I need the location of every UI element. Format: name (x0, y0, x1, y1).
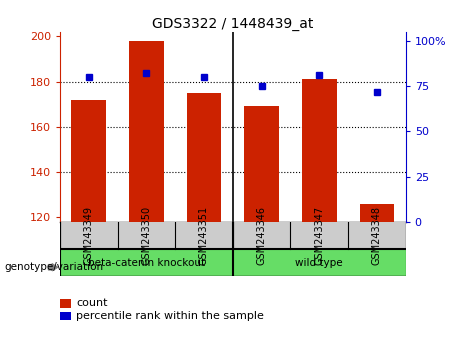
Text: GSM243348: GSM243348 (372, 206, 382, 265)
Text: GSM243349: GSM243349 (84, 206, 94, 265)
Bar (60, 249, 406, 276)
Bar (302, 79, 337, 222)
Bar (60, 222, 406, 249)
Text: GSM243346: GSM243346 (257, 206, 266, 265)
Bar (129, 41, 164, 222)
Text: genotype/variation: genotype/variation (5, 262, 104, 272)
Bar (244, 107, 279, 222)
Bar (71, 100, 106, 222)
Bar (360, 204, 394, 222)
Text: GSM243351: GSM243351 (199, 206, 209, 265)
Text: percentile rank within the sample: percentile rank within the sample (76, 311, 264, 321)
Text: GSM243350: GSM243350 (142, 206, 151, 265)
Text: beta-catenin knockout: beta-catenin knockout (88, 258, 205, 268)
Text: count: count (76, 298, 107, 308)
Title: GDS3322 / 1448439_at: GDS3322 / 1448439_at (152, 17, 313, 31)
Bar (187, 93, 221, 222)
Text: wild type: wild type (296, 258, 343, 268)
Text: GSM243347: GSM243347 (314, 206, 324, 265)
